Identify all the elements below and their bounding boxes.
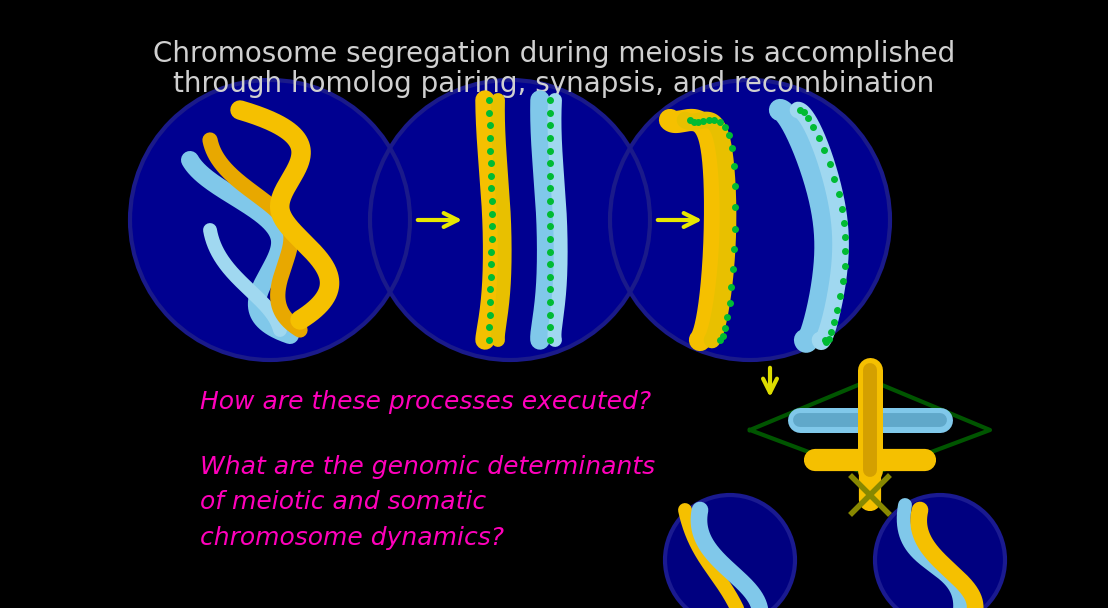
- Circle shape: [875, 495, 1005, 608]
- Text: through homolog pairing, synapsis, and recombination: through homolog pairing, synapsis, and r…: [173, 70, 935, 98]
- Circle shape: [130, 80, 410, 360]
- Text: How are these processes executed?: How are these processes executed?: [201, 390, 652, 414]
- Circle shape: [611, 80, 890, 360]
- Circle shape: [370, 80, 650, 360]
- Text: Chromosome segregation during meiosis is accomplished: Chromosome segregation during meiosis is…: [153, 40, 955, 68]
- Text: What are the genomic determinants
of meiotic and somatic
chromosome dynamics?: What are the genomic determinants of mei…: [201, 455, 655, 550]
- Circle shape: [665, 495, 796, 608]
